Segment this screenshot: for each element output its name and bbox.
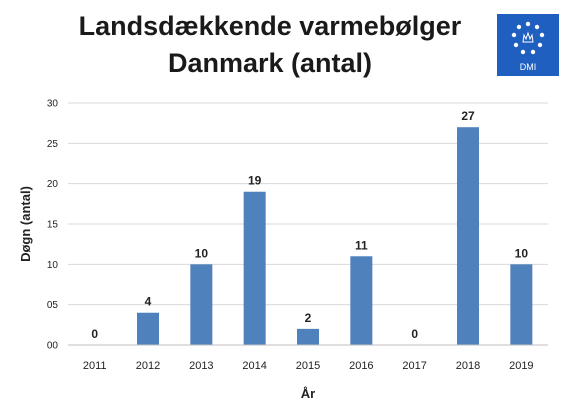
x-tick-label: 2012 (136, 360, 160, 372)
data-label: 0 (91, 327, 98, 341)
data-label: 2 (305, 311, 312, 325)
bar (510, 264, 533, 345)
data-label: 19 (248, 174, 262, 188)
chart-title: Landsdækkende varmebølger Danmark (antal… (40, 8, 500, 82)
bar (137, 312, 159, 345)
y-axis-label: Døgn (antal) (18, 186, 33, 262)
data-label: 4 (145, 295, 152, 309)
bar (457, 127, 479, 345)
title-line-1: Landsdækkende varmebølger (78, 11, 462, 41)
crown-stars-icon (511, 21, 545, 55)
x-axis-label: År (301, 386, 315, 401)
data-label: 10 (195, 246, 209, 260)
x-tick-label: 2019 (509, 360, 533, 372)
data-label: 10 (515, 246, 529, 260)
x-tick-label: 2015 (296, 360, 320, 372)
bar (243, 191, 266, 345)
y-tick-label: 05 (47, 300, 59, 311)
data-label: 27 (461, 109, 475, 123)
bar (350, 256, 373, 345)
dmi-logo: DMI (497, 14, 559, 76)
y-tick-label: 20 (47, 179, 59, 190)
data-label: 11 (355, 238, 368, 252)
x-tick-label: 2014 (242, 360, 266, 372)
x-tick-label: 2018 (456, 360, 480, 372)
y-tick-label: 15 (47, 220, 59, 231)
x-tick-label: 2011 (83, 360, 107, 372)
x-tick-label: 2013 (189, 360, 213, 372)
y-tick-label: 25 (47, 139, 59, 150)
bar (190, 264, 213, 345)
x-tick-label: 2017 (402, 360, 426, 372)
logo-text: DMI (519, 62, 537, 72)
x-tick-label: 2016 (349, 360, 373, 372)
y-tick-label: 10 (47, 260, 59, 271)
data-label: 0 (411, 327, 418, 341)
y-tick-label: 30 (47, 99, 59, 110)
title-line-2: Danmark (antal) (167, 48, 373, 78)
y-tick-label: 00 (47, 341, 59, 352)
bar (297, 328, 319, 345)
